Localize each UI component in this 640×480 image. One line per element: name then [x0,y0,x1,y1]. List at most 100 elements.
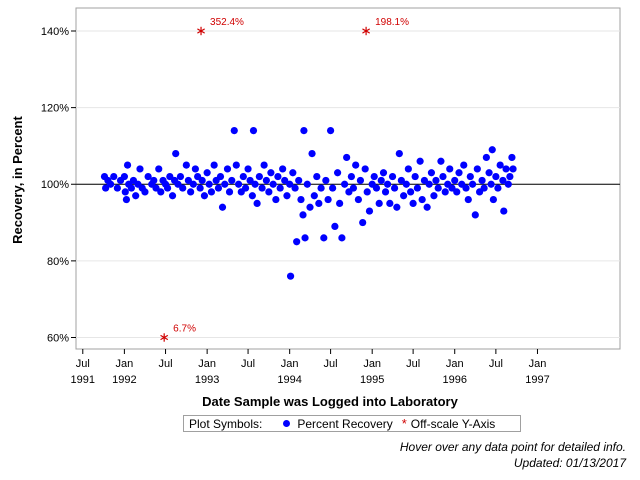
data-point[interactable] [203,169,211,177]
data-point[interactable] [286,272,295,280]
data-point[interactable] [136,165,144,173]
data-point[interactable] [423,203,431,211]
data-point[interactable] [144,172,152,181]
data-point[interactable] [338,234,346,242]
data-point[interactable] [120,172,128,181]
data-point[interactable] [122,195,131,204]
data-point[interactable] [487,180,495,188]
data-point[interactable] [123,161,132,169]
data-point[interactable] [494,184,502,192]
data-point[interactable] [439,172,447,181]
data-point[interactable] [361,165,369,173]
data-point[interactable] [464,195,472,204]
data-point[interactable] [336,199,344,208]
data-point[interactable] [482,153,490,162]
data-point[interactable] [359,218,367,227]
data-point[interactable] [286,180,294,188]
data-point[interactable] [179,184,187,192]
data-point[interactable] [413,184,422,192]
data-point[interactable] [253,199,261,208]
data-point[interactable] [363,188,371,196]
data-point[interactable] [386,199,394,208]
data-point[interactable] [297,195,305,204]
data-point[interactable] [306,203,314,211]
data-point[interactable] [279,165,287,173]
data-point[interactable] [375,199,383,208]
data-point[interactable] [141,188,149,196]
data-point[interactable] [462,184,470,192]
data-point[interactable] [239,172,247,181]
data-point[interactable] [411,172,419,181]
data-point[interactable] [324,195,332,204]
data-point[interactable] [500,207,508,215]
data-point[interactable] [157,188,165,196]
data-point[interactable] [176,172,185,181]
data-point[interactable] [383,180,392,188]
data-point[interactable] [251,180,259,188]
data-point[interactable] [223,165,232,173]
data-point[interactable] [502,165,510,173]
data-point[interactable] [434,184,442,192]
data-point[interactable] [267,169,275,177]
data-point[interactable] [377,176,385,185]
data-point[interactable] [293,238,301,246]
data-point[interactable] [241,184,250,192]
data-point[interactable] [269,180,277,188]
data-point[interactable] [407,188,415,196]
data-point[interactable] [397,176,405,185]
data-point[interactable] [102,184,110,192]
data-point[interactable] [480,184,488,192]
data-point[interactable] [370,172,378,181]
data-point[interactable] [113,184,121,192]
data-point[interactable] [184,176,192,185]
data-point[interactable] [295,176,303,185]
data-point[interactable] [402,180,410,188]
data-point[interactable] [155,165,163,173]
data-point[interactable] [210,161,218,169]
data-point[interactable] [488,146,496,154]
data-point[interactable] [315,199,323,208]
data-point[interactable] [322,176,330,185]
data-point[interactable] [283,192,291,200]
data-point[interactable] [437,157,445,165]
data-point[interactable] [244,165,252,173]
data-point[interactable] [509,165,517,173]
data-point[interactable] [168,192,177,200]
data-point[interactable] [221,180,229,188]
data-points[interactable] [100,127,517,280]
data-point[interactable] [432,176,440,185]
data-point[interactable] [301,234,309,242]
data-point[interactable] [404,165,412,173]
data-point[interactable] [395,149,403,158]
data-point[interactable] [496,161,504,169]
data-point[interactable] [272,195,280,204]
data-point[interactable] [504,180,512,188]
data-point[interactable] [249,127,258,135]
data-point[interactable] [478,176,486,185]
data-point[interactable] [127,184,135,192]
data-point[interactable] [317,184,325,192]
data-point[interactable] [110,172,118,181]
data-point[interactable] [455,169,463,177]
data-point[interactable] [262,176,270,185]
data-point[interactable] [468,180,477,188]
data-point[interactable] [196,184,204,192]
data-point[interactable] [228,176,236,185]
data-point[interactable] [289,169,297,177]
data-point[interactable] [329,184,337,192]
data-point[interactable] [326,127,335,135]
data-point[interactable] [246,176,254,185]
data-point[interactable] [216,172,225,181]
data-point[interactable] [163,184,172,192]
data-point[interactable] [333,169,342,177]
data-point[interactable] [313,172,321,181]
data-point[interactable] [427,169,436,177]
data-point[interactable] [451,176,459,185]
data-point[interactable] [255,172,263,181]
data-point[interactable] [258,184,266,192]
data-point[interactable] [418,195,426,204]
data-point[interactable] [425,180,433,188]
data-point[interactable] [265,188,273,196]
data-point[interactable] [400,192,408,200]
data-point[interactable] [409,199,417,208]
